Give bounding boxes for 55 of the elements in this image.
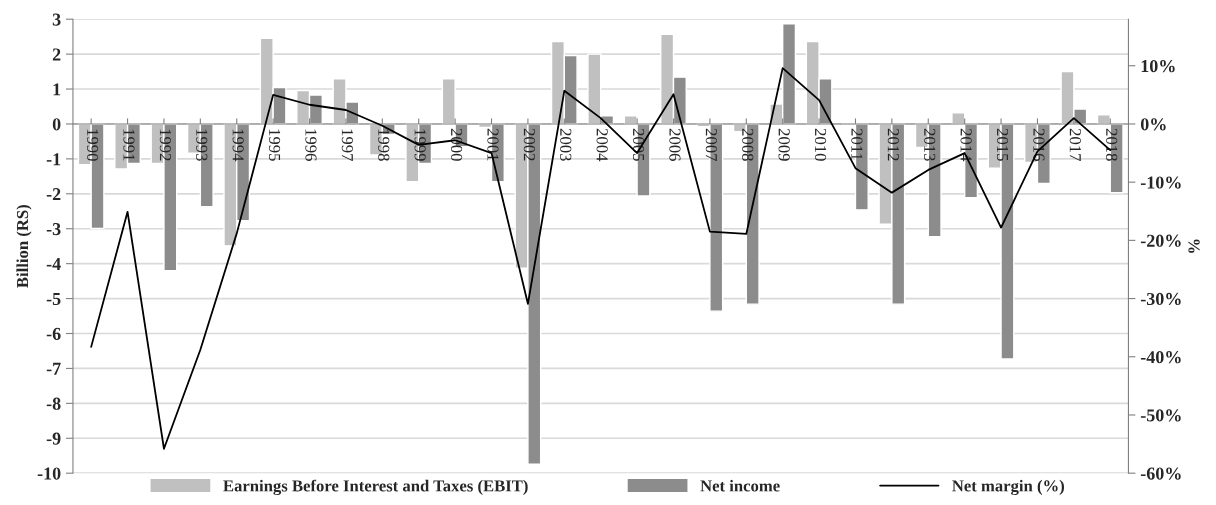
x-tick-label: 2013 <box>924 128 936 161</box>
x-tick-label: 2004 <box>596 128 608 162</box>
y-tick-label: -2 <box>46 188 61 201</box>
y2-tick-label: -10% <box>1140 176 1181 189</box>
y-axis-title: Billion (RS) <box>16 205 32 288</box>
x-tick-label: 2012 <box>887 128 899 161</box>
x-tick-label: 2010 <box>814 128 827 161</box>
x-tick-label: 2016 <box>1033 128 1045 161</box>
x-tick-label: 2000 <box>450 128 463 161</box>
legend-label: Net income <box>700 479 780 492</box>
x-tick-label: 1994 <box>232 129 244 162</box>
x-tick-label: 1999 <box>414 129 426 161</box>
y2-tick-label: 10% <box>1141 60 1175 73</box>
y2-tick-label: -50% <box>1140 409 1181 422</box>
x-tick-label: 1991 <box>123 129 135 161</box>
y-tick-label: -9 <box>46 432 61 445</box>
x-tick-label: 2011 <box>851 128 863 160</box>
x-tick-label: 1998 <box>378 129 390 161</box>
legend-label: Earnings Before Interest and Taxes (EBIT) <box>223 479 528 496</box>
x-tick-label: 2002 <box>523 128 535 161</box>
y2-axis-title: % <box>1188 239 1200 253</box>
y-tick-label: 1 <box>53 83 61 96</box>
x-tick-label: 1995 <box>268 129 281 161</box>
y-tick-label: -7 <box>46 362 61 375</box>
x-tick-label: 1990 <box>86 129 99 161</box>
x-tick-label: 2003 <box>560 128 572 161</box>
x-tick-label: 2006 <box>669 128 681 161</box>
y-tick-label: -6 <box>46 327 61 340</box>
x-tick-label: 2014 <box>960 128 972 162</box>
x-tick-label: 1993 <box>196 129 208 161</box>
x-tick-label: 2007 <box>705 128 717 161</box>
y2-tick-label: -30% <box>1140 292 1181 306</box>
y-tick-label: -5 <box>46 293 61 306</box>
y-tick-label: -3 <box>46 223 61 236</box>
x-tick-label: 2017 <box>1069 128 1081 161</box>
x-tick-label: 1996 <box>305 129 317 161</box>
y-tick-label: 2 <box>52 48 61 61</box>
y-tick-label: -10 <box>37 467 61 480</box>
y-tick-label: 0 <box>52 118 61 131</box>
y-tick-label: 3 <box>52 13 61 26</box>
legend-label: Net margin (%) <box>952 479 1065 496</box>
y-tick-label: -4 <box>46 258 61 270</box>
y-tick-label: -1 <box>46 153 61 166</box>
y-tick-label: -8 <box>46 397 61 410</box>
y2-tick-label: -40% <box>1140 351 1181 364</box>
x-tick-label: 2018 <box>1106 128 1118 161</box>
x-tick-label: 1997 <box>341 129 353 161</box>
x-tick-label: 2015 <box>996 128 1009 161</box>
x-tick-label: 2008 <box>742 128 754 161</box>
x-tick-label: 1992 <box>159 129 171 161</box>
y2-tick-label: -20% <box>1140 234 1181 247</box>
x-tick-label: 2001 <box>487 128 499 161</box>
y2-tick-label: 0% <box>1140 118 1166 131</box>
x-tick-label: 2009 <box>778 128 790 161</box>
y2-tick-label: -60% <box>1140 467 1181 480</box>
